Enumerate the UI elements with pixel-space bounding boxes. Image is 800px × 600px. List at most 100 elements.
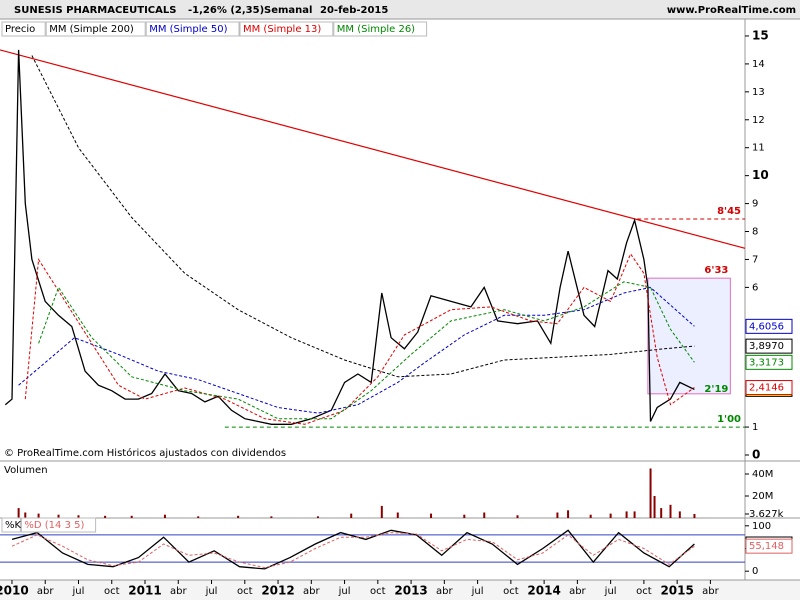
volume-bar — [37, 513, 40, 518]
legend-box — [239, 21, 334, 37]
last-value-badge — [745, 318, 793, 334]
x-tick-label: oct — [370, 586, 386, 597]
volume-bar — [104, 515, 107, 518]
y-tick-label: 9 — [752, 199, 758, 210]
y-tick-label: 10 — [752, 168, 769, 182]
x-tick-label: abr — [436, 586, 453, 597]
legend-box — [1, 21, 46, 37]
volume-bar — [396, 512, 399, 518]
volume-bar — [589, 514, 592, 518]
y-tick-label: 11 — [752, 143, 765, 154]
volume-bar — [483, 512, 486, 518]
legend-box — [20, 517, 97, 533]
x-tick-label: oct — [104, 586, 120, 597]
y-tick-label: 0 — [752, 566, 758, 577]
x-tick-label: oct — [636, 586, 652, 597]
x-tick-label: jul — [205, 586, 218, 597]
legend-entry: Precio — [5, 24, 35, 35]
legend-entry: MM (Simple 200) — [49, 24, 134, 35]
x-tick-label: 2014 — [527, 584, 560, 598]
x-tick-label: jul — [338, 586, 351, 597]
x-tick-label: oct — [503, 586, 519, 597]
legend-box — [1, 517, 21, 533]
volume-bar — [430, 513, 433, 518]
x-tick-label: abr — [303, 586, 320, 597]
chart-title: SUNESIS PHARMACEUTICALS — [14, 5, 176, 16]
volume-bar — [625, 511, 628, 518]
volume-bar — [556, 512, 559, 518]
period: Semanal — [264, 5, 312, 16]
level-label: 8'45 — [717, 206, 741, 217]
series-line — [38, 281, 695, 420]
x-tick-label: abr — [702, 586, 719, 597]
range-label: 2'19 — [704, 384, 728, 395]
volume-bar — [669, 504, 672, 518]
volume-bar — [567, 510, 570, 518]
series-line — [11, 529, 695, 570]
last-value-badge — [745, 380, 793, 396]
volume-bar — [130, 515, 133, 518]
volume-bar — [270, 516, 273, 518]
volume-bar — [197, 516, 200, 518]
volume-bar — [693, 514, 696, 518]
x-tick-label: 2015 — [660, 584, 693, 598]
volume-bar — [516, 515, 519, 518]
volume-bar — [237, 515, 240, 518]
level-label: 1'00 — [717, 414, 741, 425]
legend-entry: %K — [5, 520, 22, 531]
x-tick-label: oct — [237, 586, 253, 597]
legend-box — [145, 21, 240, 37]
note: © ProRealTime.com Históricos ajustados c… — [4, 447, 286, 459]
legend-entry: %D (14 3 5) — [24, 520, 84, 531]
x-tick-label: 2010 — [0, 584, 29, 598]
x-tick-label: abr — [170, 586, 187, 597]
x-tick-label: abr — [569, 586, 586, 597]
volume-bar — [17, 508, 20, 518]
volume-bar — [653, 496, 656, 518]
last-value-label: 2,4146 — [749, 383, 784, 394]
x-tick-label: 2012 — [261, 584, 294, 598]
series-line — [31, 55, 695, 378]
y-tick-label: 6 — [752, 282, 758, 293]
volume-bar — [380, 505, 383, 518]
volume-bar — [609, 513, 612, 518]
header-bar — [0, 0, 800, 19]
y-tick-label: 0 — [752, 448, 760, 462]
legend-entry: MM (Simple 26) — [337, 24, 415, 35]
panel-title: Volumen — [4, 465, 48, 476]
y-tick-label: 7 — [752, 254, 758, 265]
last-value-badge — [745, 354, 793, 370]
last-value-label: 55,148 — [749, 541, 784, 552]
volume-bar — [660, 508, 663, 518]
last-value-badge — [745, 338, 793, 354]
volume-bar — [633, 511, 636, 518]
last-value-label: 4,6056 — [749, 321, 784, 332]
series-line — [24, 252, 695, 425]
volume-bar — [316, 516, 319, 518]
y-tick-label: 1 — [752, 422, 758, 433]
volume-bar — [77, 515, 80, 518]
x-axis-bar — [0, 580, 800, 600]
x-tick-label: 2013 — [394, 584, 427, 598]
legend-entry: MM (Simple 13) — [243, 24, 321, 35]
x-tick-label: abr — [37, 586, 54, 597]
source: www.ProRealTime.com — [667, 5, 796, 16]
y-tick-label: 15 — [752, 28, 769, 42]
last-value-label: 3.627k — [749, 509, 784, 520]
volume-bar — [678, 511, 681, 518]
y-tick-label: 100 — [752, 521, 771, 532]
series-line — [4, 49, 695, 425]
volume-bar — [163, 514, 166, 518]
y-tick-label: 20M — [752, 491, 773, 502]
change: -1,26% (2,35) — [188, 5, 264, 16]
y-tick-label: 13 — [752, 87, 765, 98]
x-tick-label: jul — [471, 586, 484, 597]
series-line — [11, 532, 695, 569]
trendline — [0, 49, 746, 249]
last-value-label: 3,8970 — [749, 341, 784, 352]
legend-box — [45, 21, 146, 37]
volume-bar — [24, 512, 27, 518]
date: 20-feb-2015 — [320, 5, 388, 16]
series-line — [18, 286, 695, 414]
